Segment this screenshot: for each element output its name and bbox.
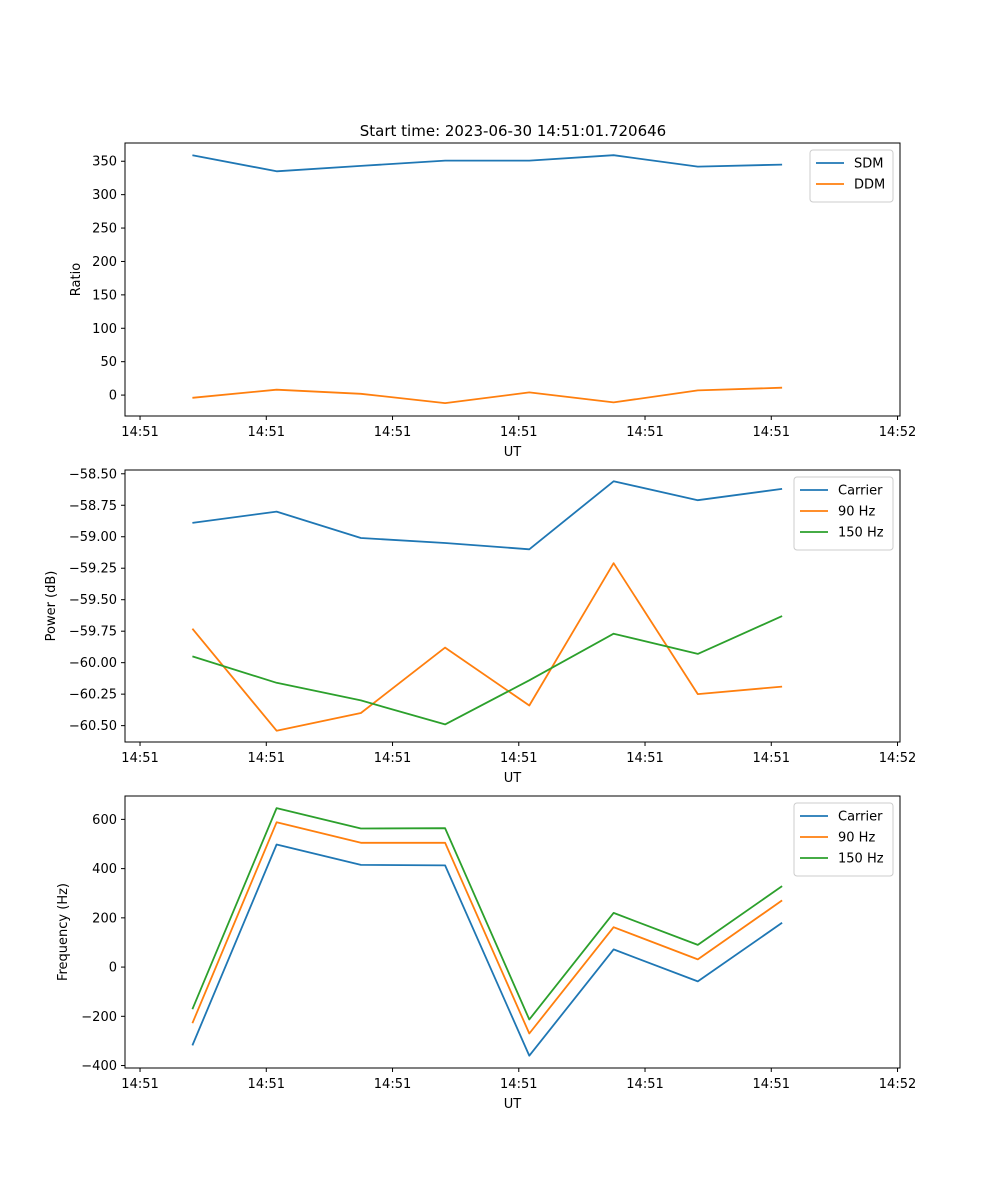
plot-frame bbox=[124, 142, 901, 417]
y-axis-label: Power (dB) bbox=[44, 571, 59, 642]
x-axis-label: UT bbox=[504, 445, 522, 460]
x-tick-label: 14:51 bbox=[626, 1077, 663, 1092]
x-tick-label: 14:51 bbox=[374, 425, 411, 440]
series-line-sdm bbox=[192, 154, 783, 173]
y-tick-label: 100 bbox=[92, 322, 117, 337]
y-tick-label: −60.50 bbox=[69, 719, 117, 734]
plot-frame bbox=[124, 795, 901, 1069]
x-tick-label: 14:51 bbox=[248, 751, 285, 766]
legend-label: 90 Hz bbox=[838, 831, 875, 846]
chart-panel-2: −60.50 −60.25 −60.00 −59.75 −59.50 −59.25 −59.… bbox=[44, 467, 916, 786]
x-axis-label: UT bbox=[504, 771, 522, 786]
y-tick-label: −59.00 bbox=[69, 530, 117, 545]
figure-title: Start time: 2023-06-30 14:51:01.720646 bbox=[360, 122, 666, 140]
y-tick-label: −400 bbox=[81, 1059, 117, 1074]
plot-frame bbox=[124, 469, 901, 743]
y-tick-label: −58.75 bbox=[69, 499, 117, 514]
x-tick-label: 14:51 bbox=[121, 425, 158, 440]
x-tick-label: 14:52 bbox=[879, 425, 916, 440]
series-line-carrier bbox=[192, 480, 783, 551]
x-tick-label: 14:51 bbox=[374, 1077, 411, 1092]
legend-label: 150 Hz bbox=[838, 852, 884, 867]
x-tick-label: 14:51 bbox=[500, 1077, 537, 1092]
chart-panel-1: 0 50 100 150 200 250 300 350 14:51 14:51 14:51 14:5… bbox=[69, 142, 916, 460]
series-line-150-hz bbox=[191, 807, 783, 1021]
legend-label: DDM bbox=[854, 178, 885, 193]
y-axis-label: Frequency (Hz) bbox=[56, 883, 71, 981]
y-tick-label: 600 bbox=[92, 813, 117, 828]
x-tick-label: 14:51 bbox=[248, 425, 285, 440]
x-axis-label: UT bbox=[504, 1097, 522, 1112]
y-tick-label: 150 bbox=[92, 288, 117, 303]
x-tick-label: 14:51 bbox=[753, 751, 790, 766]
chart-panel-3: −400 −200 0 200 400 600 14:51 14:51 14:51 14:51 14… bbox=[56, 795, 916, 1112]
y-tick-label: −60.00 bbox=[69, 656, 117, 671]
y-tick-label: 400 bbox=[92, 862, 117, 877]
series-line-150-hz bbox=[192, 615, 783, 726]
series-line-90-hz bbox=[191, 821, 783, 1035]
x-tick-label: 14:52 bbox=[879, 1077, 916, 1092]
y-tick-label: 0 bbox=[109, 389, 117, 404]
y-tick-label: −200 bbox=[81, 1010, 117, 1025]
legend-label: 90 Hz bbox=[838, 505, 875, 520]
x-tick-label: 14:52 bbox=[879, 751, 916, 766]
y-tick-label: −58.50 bbox=[69, 467, 117, 482]
legend-label: SDM bbox=[854, 157, 883, 172]
series-line-ddm bbox=[192, 386, 783, 405]
series-line-carrier bbox=[191, 843, 783, 1057]
x-tick-label: 14:51 bbox=[626, 425, 663, 440]
y-tick-label: 350 bbox=[92, 155, 117, 170]
x-tick-label: 14:51 bbox=[121, 751, 158, 766]
legend-label: Carrier bbox=[838, 810, 883, 825]
x-tick-label: 14:51 bbox=[374, 751, 411, 766]
y-axis-label: Ratio bbox=[69, 263, 84, 296]
series-line-90-hz bbox=[191, 562, 783, 732]
y-tick-label: −60.25 bbox=[69, 688, 117, 703]
x-tick-label: 14:51 bbox=[500, 425, 537, 440]
y-tick-label: 200 bbox=[92, 911, 117, 926]
x-tick-label: 14:51 bbox=[626, 751, 663, 766]
x-tick-label: 14:51 bbox=[753, 1077, 790, 1092]
y-tick-label: −59.25 bbox=[69, 562, 117, 577]
y-tick-label: −59.75 bbox=[69, 625, 117, 640]
y-tick-label: 250 bbox=[92, 222, 117, 237]
y-tick-label: −59.50 bbox=[69, 593, 117, 608]
legend-label: 150 Hz bbox=[838, 526, 884, 541]
x-tick-label: 14:51 bbox=[121, 1077, 158, 1092]
x-tick-label: 14:51 bbox=[248, 1077, 285, 1092]
legend-label: Carrier bbox=[838, 484, 883, 499]
y-tick-label: 200 bbox=[92, 255, 117, 270]
x-tick-label: 14:51 bbox=[753, 425, 790, 440]
y-tick-label: 300 bbox=[92, 188, 117, 203]
y-tick-label: 0 bbox=[109, 961, 117, 976]
y-tick-label: 50 bbox=[100, 355, 117, 370]
x-tick-label: 14:51 bbox=[500, 751, 537, 766]
